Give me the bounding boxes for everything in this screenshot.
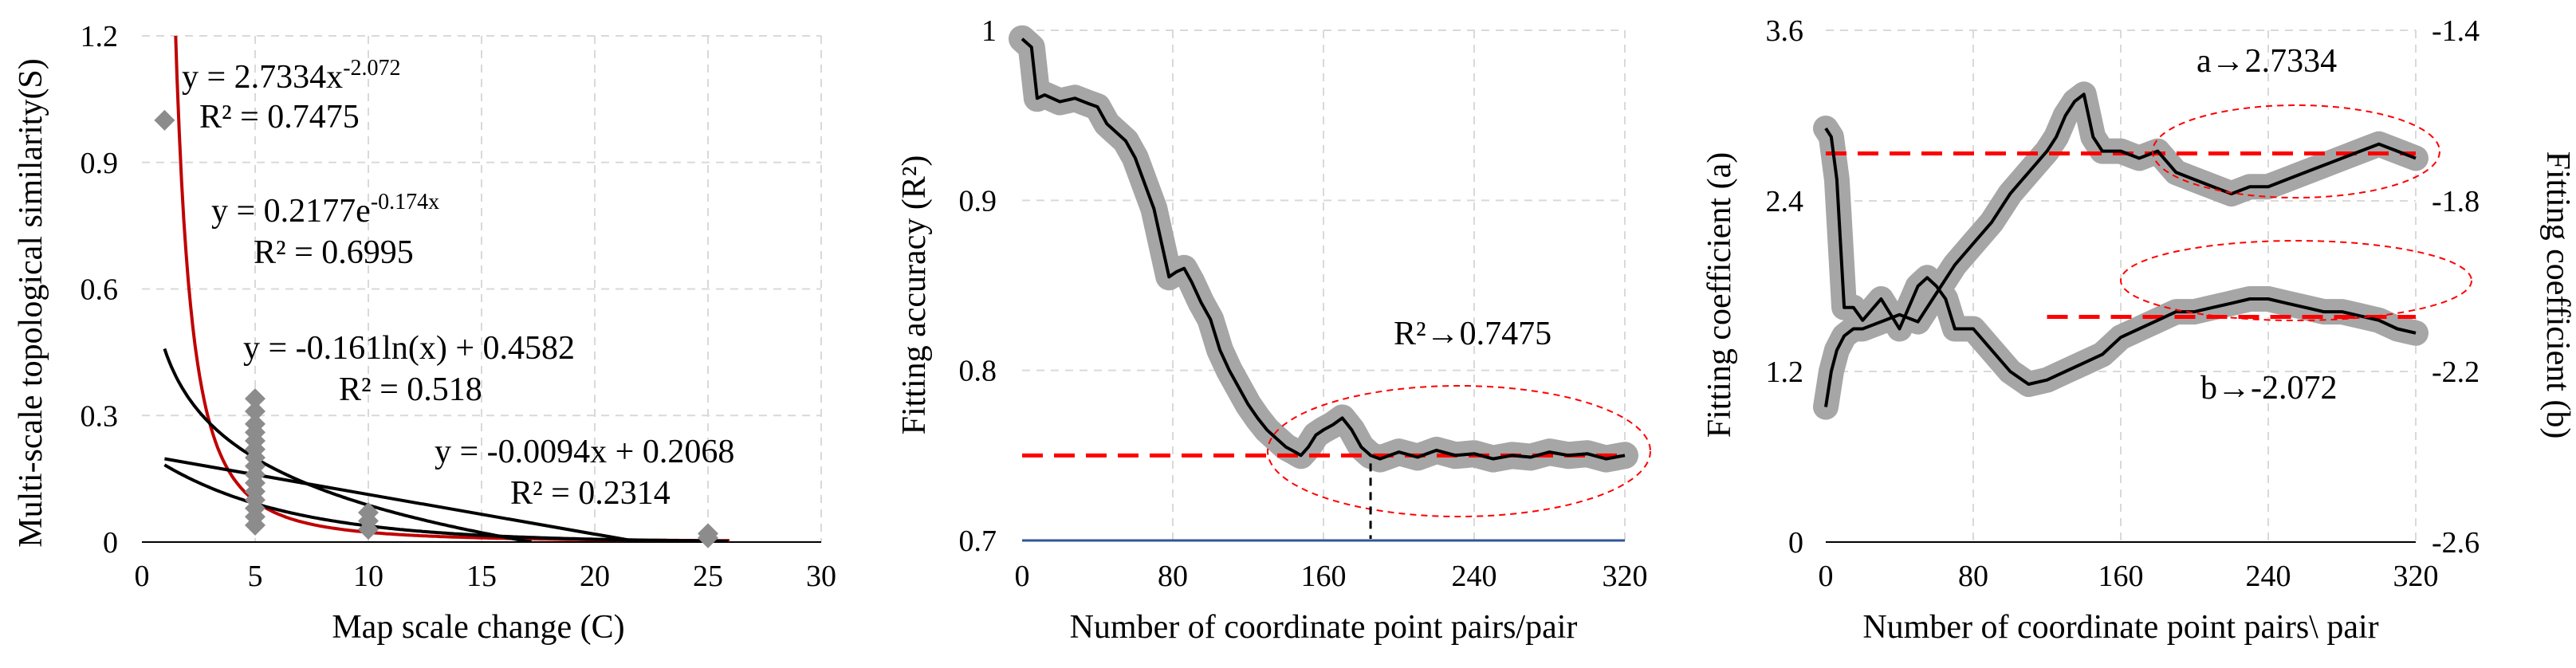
p1-y-tick-label: 0.6 [81,273,119,307]
p2-x-tick-label: 0 [1015,560,1030,593]
p1-x-tick-label: 5 [248,560,263,593]
p2-y-axis-label: Fitting accuracy (R²) [896,155,933,435]
p3-right-y-tick-label: -2.6 [2432,526,2480,560]
p1-y-ticks: 0 0.3 0.6 0.9 1.2 [81,20,119,560]
p1-log-equation: y = -0.161ln(x) + 0.4582 [243,330,575,367]
p2-highlight-ellipse [1267,385,1651,517]
p3-line-a [1824,92,2417,407]
p3-x-tick-label: 320 [2393,560,2439,593]
p3-y-axis-label-left: Fitting coefficient (a) [1701,152,1738,438]
p1-y-tick-label: 0.3 [81,399,119,433]
p2-y-tick-label: 0.8 [959,355,997,388]
p2-annotation: R²→0.7475 [1394,316,1551,352]
panel-3: 0 80 160 240 320 0 1.2 2.4 3.6 -2.6 -2.2 -1.8 -1.4… [1701,14,2576,646]
p3-x-axis-label: Number of coordinate point pairs\ pair [1862,609,2378,646]
panel-2: 0 80 160 240 320 0.7 0.8 0.9 1 R²→0.7475 Number… [896,14,1651,646]
p3-x-tick-label: 240 [2246,560,2291,593]
p2-series-line [1021,37,1626,461]
p3-grid [1826,29,2417,542]
p1-fit-log-curve [163,348,532,542]
p2-x-tick-label: 160 [1301,560,1347,593]
p1-data-points [154,109,718,548]
p1-power-equation: y = 2.7334x-2.072 [182,56,401,96]
p3-y-tick-label: 3.6 [1766,14,1804,48]
p2-y-ticks: 0.7 0.8 0.9 1 [959,14,997,558]
p1-data-point [358,519,379,540]
p2-grid [1022,29,1626,540]
p1-exp-r2: R² = 0.6995 [254,234,414,271]
p3-right-y-tick-label: -1.8 [2432,185,2480,218]
p3-right-y-tick-label: -1.4 [2432,14,2480,48]
p1-linear-r2: R² = 0.2314 [510,475,671,512]
p3-x-tick-label: 160 [2098,560,2144,593]
p1-x-axis-label: Map scale change (C) [332,609,624,646]
p1-data-point [245,388,265,410]
p2-x-ticks: 0 80 160 240 320 [1015,560,1648,593]
p3-x-ticks: 0 80 160 240 320 [1819,560,2439,593]
p2-x-tick-label: 80 [1158,560,1188,593]
p3-y-axis-label-right: Fitting coefficient (b) [2539,151,2576,439]
p1-x-tick-label: 25 [693,560,723,593]
p1-exp-equation: y = 0.2177e-0.174x [211,190,439,230]
p1-y-tick-label: 1.2 [81,20,119,53]
p3-annotation-b: b→-2.072 [2200,370,2338,407]
p1-y-tick-label: 0 [103,526,118,560]
p2-line-path [1021,37,1626,461]
p1-log-r2: R² = 0.518 [339,371,482,408]
p3-line-b [1824,127,2417,386]
p3-x-tick-label: 0 [1819,560,1834,593]
p1-data-point [154,109,175,131]
p2-y-tick-label: 0.9 [959,184,997,218]
p3-x-tick-label: 80 [1958,560,1988,593]
p1-data-point [245,400,265,422]
p1-x-tick-label: 10 [353,560,383,593]
p3-y-ticks-right: -2.6 -2.2 -1.8 -1.4 [2432,14,2480,560]
p2-y-tick-label: 0.7 [959,525,997,558]
p2-x-axis-label: Number of coordinate point pairs/pair [1070,609,1578,646]
p3-series-lines [1824,92,2417,407]
p3-y-tick-label: 1.2 [1766,356,1804,389]
p3-reference-lines [1826,151,2416,320]
p3-y-tick-label: 2.4 [1766,185,1804,218]
p1-data-point [245,514,265,536]
p1-y-tick-label: 0.9 [81,147,119,180]
p1-linear-equation: y = -0.0094x + 0.2068 [435,434,734,470]
p1-fit-linear-curve [164,457,639,542]
p3-highlight-ellipse-b [2120,240,2472,321]
p1-x-tick-label: 30 [806,560,836,593]
p3-highlight-ellipse-a [2152,104,2440,198]
p3-annotation-a: a→2.7334 [2196,43,2337,80]
p1-x-tick-label: 0 [135,560,150,593]
panel-1: 0 5 10 15 20 25 30 0 0.3 0.6 0.9 1.2 Map scale cha… [13,20,837,646]
p3-y-ticks-left: 0 1.2 2.4 3.6 [1766,14,1804,560]
p1-x-ticks: 0 5 10 15 20 25 30 [135,560,837,593]
p1-data-point [698,527,718,548]
p3-right-y-tick-label: -2.2 [2432,356,2480,389]
p1-x-tick-label: 20 [580,560,610,593]
p1-power-r2: R² = 0.7475 [199,99,360,136]
p2-x-tick-label: 240 [1452,560,1497,593]
p1-x-tick-label: 15 [466,560,497,593]
p2-y-tick-label: 1 [981,14,997,48]
p2-x-tick-label: 320 [1603,560,1648,593]
p1-y-axis-label: Multi-scale topological similarity(S) [13,58,49,548]
p3-y-tick-label: 0 [1788,526,1803,560]
